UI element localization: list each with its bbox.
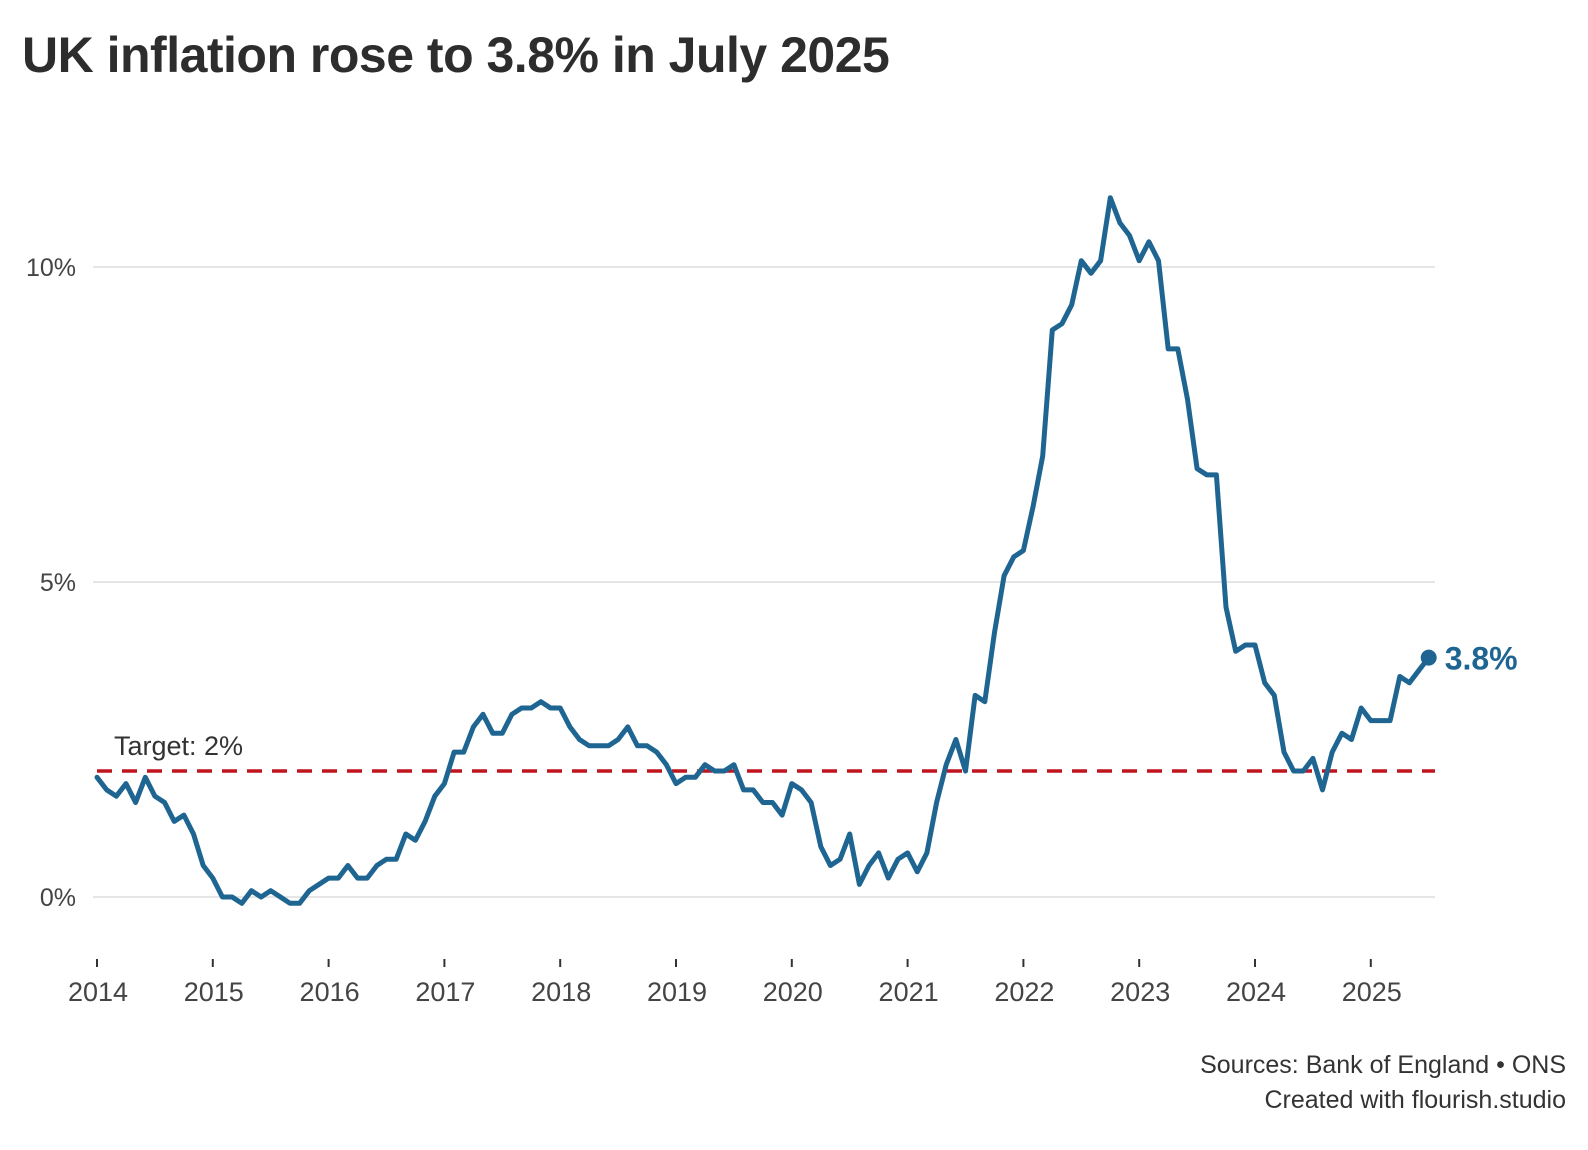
x-tick-label: 2023 [1110, 977, 1170, 1007]
last-value-label: 3.8% [1445, 641, 1518, 677]
gridlines [93, 266, 1435, 898]
sources-text: Sources: Bank of England • ONS [1200, 1051, 1566, 1079]
x-tick-label: 2014 [68, 977, 128, 1007]
x-axis: 2014 2015 2016 2017 2018 2019 2020 2021 2022 2023… [68, 959, 1402, 1007]
chart-title: UK inflation rose to 3.8% in July 2025 [22, 27, 890, 83]
series-line [94, 195, 1432, 906]
x-tick-label: 2024 [1226, 977, 1286, 1007]
y-axis-ticks: 0% 5% 10% [26, 254, 76, 912]
target-label: Target: 2% [114, 731, 243, 761]
x-tick-label: 2021 [879, 977, 939, 1007]
chart-footer: Sources: Bank of England • ONS Created w… [1200, 1048, 1566, 1118]
x-tick-label: 2022 [994, 977, 1054, 1007]
x-tick-label: 2017 [415, 977, 475, 1007]
target-line-group: Target: 2% [97, 731, 1435, 773]
x-tick-label: 2016 [300, 977, 360, 1007]
x-tick-label: 2019 [647, 977, 707, 1007]
series-group: 3.8% [94, 195, 1518, 906]
credit-text: Created with flourish.studio [1264, 1086, 1566, 1114]
x-tick-label: 2025 [1342, 977, 1402, 1007]
y-tick-label: 0% [40, 884, 76, 912]
x-tick-label: 2018 [531, 977, 591, 1007]
x-tick-label: 2015 [184, 977, 244, 1007]
x-tick-label: 2020 [763, 977, 823, 1007]
y-tick-label: 5% [40, 569, 76, 597]
last-point-marker [1420, 649, 1437, 666]
y-tick-label: 10% [26, 254, 76, 282]
